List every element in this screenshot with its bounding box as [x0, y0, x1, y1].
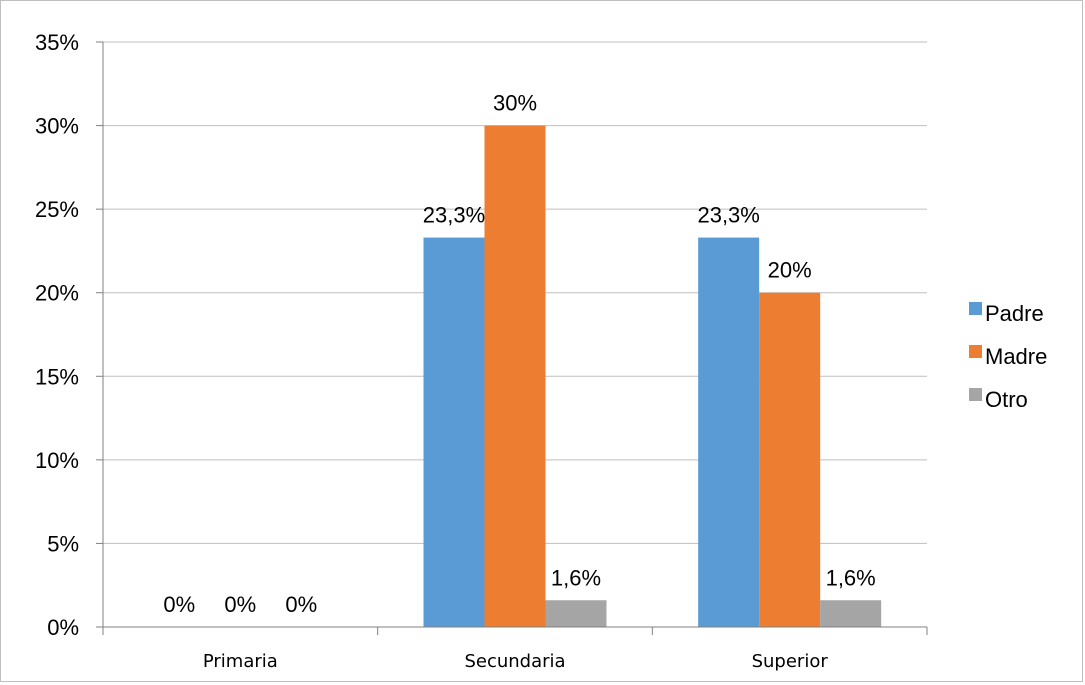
bar-otro — [545, 600, 607, 627]
y-tick-label: 35% — [35, 30, 79, 55]
legend-swatch-padre — [969, 302, 982, 315]
data-label: 0% — [224, 592, 256, 617]
data-label: 20% — [768, 258, 812, 283]
legend-swatch-madre — [969, 345, 982, 358]
legend-label: Padre — [985, 301, 1044, 326]
bar-padre — [698, 237, 760, 628]
y-tick-label: 30% — [35, 114, 79, 139]
legend: Padre Madre Otro — [969, 301, 1047, 412]
data-label: 0% — [285, 592, 317, 617]
bar-madre — [759, 292, 821, 627]
data-label: 23,3% — [423, 203, 485, 228]
bar-madre — [484, 125, 546, 628]
data-label: 1,6% — [551, 565, 601, 590]
bar-otro — [820, 600, 882, 627]
data-label: 30% — [493, 91, 537, 116]
data-label: 23,3% — [697, 203, 759, 228]
bar-padre — [423, 237, 485, 628]
y-tick-label: 15% — [35, 364, 79, 389]
x-category-label: Superior — [752, 651, 829, 672]
data-label: 0% — [163, 592, 195, 617]
y-tick-label: 10% — [35, 448, 79, 473]
y-tick-label: 5% — [47, 531, 79, 556]
legend-label: Madre — [985, 344, 1047, 369]
data-label: 1,6% — [826, 565, 876, 590]
legend-label: Otro — [985, 387, 1028, 412]
data-labels: 0% 0% 0% 23,3% 30% 1,6% 23,3% 20% 1,6% — [163, 91, 875, 617]
bars — [423, 125, 882, 628]
x-category-label: Secundaria — [464, 651, 565, 672]
axes: 0% 5% 10% 15% 20% 25% 30% 35% Primaria Secundaria… — [35, 30, 928, 672]
y-tick-label: 25% — [35, 197, 79, 222]
x-category-label: Primaria — [203, 651, 278, 672]
y-tick-label: 20% — [35, 281, 79, 306]
y-tick-label: 0% — [47, 615, 79, 640]
legend-swatch-otro — [969, 388, 982, 401]
